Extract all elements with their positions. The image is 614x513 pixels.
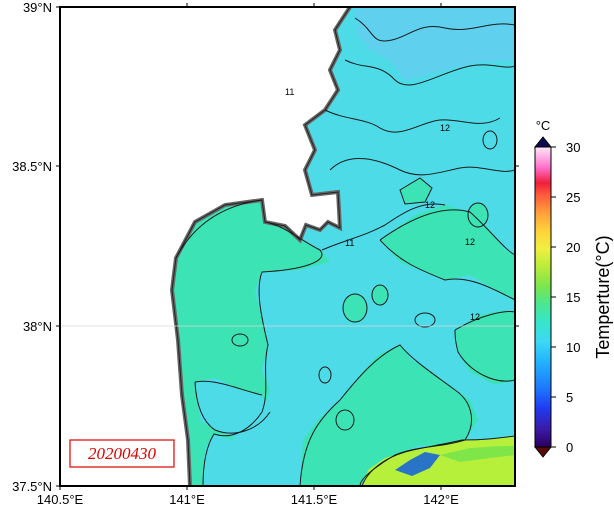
lat-label: 37.5°N [12,479,52,494]
colorbar-tick: 5 [566,390,573,405]
contour-label: 12 [440,123,450,133]
contour-lines [175,17,515,486]
colorbar-gradient [534,146,552,448]
lon-label: 142°E [423,492,459,507]
y-ticks [56,6,519,487]
colorbar-tick: 15 [566,290,580,305]
lat-label: 38°N [23,319,52,334]
green-blob [343,294,367,322]
colorbar: °C 30 25 20 15 10 5 0 Temperture(°C) [533,118,613,458]
map-frame [59,6,516,487]
ocean-green-east [380,205,515,300]
lat-label: 39°N [23,0,52,15]
lon-label: 140.5°E [37,492,84,507]
date-stamp: 20200430 [88,444,157,463]
colorbar-tick: 20 [566,240,580,255]
colorbar-tick: 25 [566,190,580,205]
x-ticks [59,3,442,490]
colorbar-tick: 10 [566,340,580,355]
contour-label: 12 [470,312,480,322]
ocean-cyan-inlet [195,378,270,438]
green-blob [468,203,488,227]
date-stamp-box [69,439,175,468]
colorbar-max-arrow [533,136,553,148]
contour-label: 11 [345,238,354,248]
ocean-north-patch [355,7,515,80]
contour-label: 12 [425,200,435,210]
ocean-green-east3 [400,178,432,204]
map-area: 12 11 12 12 11 12 20200430 [60,7,515,486]
coastline-edge [171,7,351,486]
green-blob [372,285,388,305]
green-strip-se [440,446,515,462]
colorbar-min-arrow [533,446,553,458]
contour-label: 12 [465,237,475,247]
lon-label: 141°E [169,492,205,507]
colorbar-title: Temperture(°C) [593,235,613,358]
ocean-green-south [300,345,478,486]
lon-label: 141.5°E [291,492,338,507]
cool-strip-se [395,452,440,476]
colorbar-tick: 0 [566,440,573,455]
lat-label: 38.5°N [12,159,52,174]
colorbar-tick: 30 [566,140,580,155]
colorbar-unit: °C [536,118,551,133]
contour-label: 11 [285,87,294,97]
